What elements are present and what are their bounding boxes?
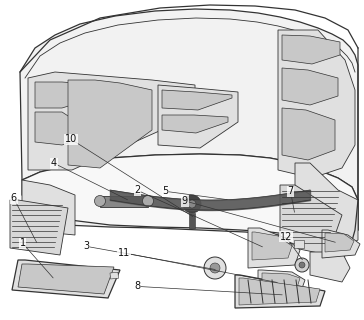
Text: 7: 7: [287, 186, 294, 196]
Polygon shape: [282, 68, 338, 105]
Bar: [100, 196, 148, 207]
Text: 3: 3: [84, 241, 90, 252]
Circle shape: [295, 258, 309, 272]
Bar: [110, 272, 119, 279]
Polygon shape: [258, 270, 305, 298]
Polygon shape: [295, 163, 358, 250]
Text: 4: 4: [51, 158, 57, 168]
Text: 6: 6: [11, 193, 17, 204]
Polygon shape: [28, 72, 195, 170]
Circle shape: [142, 196, 154, 206]
Polygon shape: [158, 85, 238, 148]
Polygon shape: [22, 180, 75, 235]
Circle shape: [204, 257, 226, 279]
Polygon shape: [248, 228, 300, 268]
Text: 1: 1: [20, 238, 25, 248]
Text: 11: 11: [118, 248, 130, 258]
Polygon shape: [282, 108, 335, 160]
Polygon shape: [35, 112, 85, 145]
Polygon shape: [35, 82, 88, 108]
Polygon shape: [239, 278, 320, 305]
Polygon shape: [162, 90, 232, 110]
Text: 8: 8: [135, 281, 141, 292]
Polygon shape: [12, 260, 120, 298]
Polygon shape: [252, 232, 292, 260]
Polygon shape: [20, 9, 358, 238]
Polygon shape: [310, 252, 350, 282]
Polygon shape: [280, 185, 342, 255]
Polygon shape: [278, 30, 355, 178]
Text: 12: 12: [280, 232, 292, 242]
Text: 9: 9: [182, 196, 188, 206]
Text: 2: 2: [134, 185, 141, 196]
Polygon shape: [10, 200, 68, 255]
Text: 10: 10: [65, 134, 77, 144]
Text: 5: 5: [162, 186, 169, 196]
Polygon shape: [282, 35, 340, 64]
Bar: [294, 240, 304, 248]
Polygon shape: [262, 273, 300, 294]
Polygon shape: [235, 275, 325, 308]
Polygon shape: [325, 233, 354, 252]
Circle shape: [299, 262, 305, 268]
Polygon shape: [162, 115, 228, 133]
Circle shape: [95, 196, 106, 206]
Circle shape: [188, 200, 196, 208]
Polygon shape: [22, 154, 358, 238]
Polygon shape: [68, 80, 152, 168]
Circle shape: [183, 195, 201, 213]
Polygon shape: [322, 230, 360, 258]
Polygon shape: [18, 264, 114, 294]
Bar: [189, 213, 195, 228]
Circle shape: [210, 263, 220, 273]
